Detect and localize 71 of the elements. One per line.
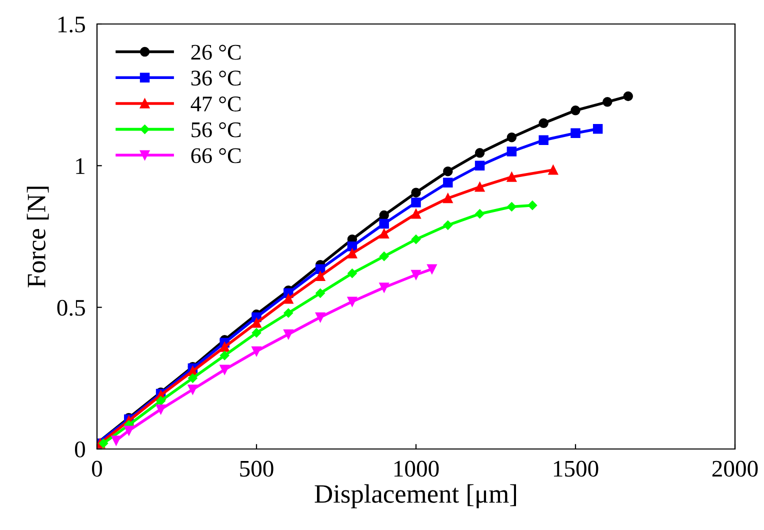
y-axis-title: Force [N] <box>26 186 49 288</box>
point <box>252 346 262 356</box>
point <box>315 271 326 282</box>
point <box>284 308 294 318</box>
y-tick-label: 0.5 <box>57 300 85 316</box>
point <box>252 328 262 338</box>
x-tick-label: 0 <box>92 460 102 477</box>
point <box>411 188 421 198</box>
point <box>538 118 548 128</box>
x-axis-title: Displacement [μm] <box>314 484 516 508</box>
point <box>220 350 230 360</box>
point <box>220 342 230 352</box>
point <box>506 146 517 156</box>
point <box>379 252 389 261</box>
legend-label: 26 °C <box>191 44 241 60</box>
y-tick-label: 1 <box>76 158 84 174</box>
point <box>411 234 421 244</box>
point <box>507 202 516 212</box>
point <box>156 404 166 414</box>
point <box>379 218 389 229</box>
point <box>379 282 389 292</box>
point <box>124 426 134 436</box>
x-tick-label: 1000 <box>394 460 439 477</box>
point <box>548 165 558 175</box>
point <box>111 436 121 446</box>
point <box>427 264 437 274</box>
point <box>474 160 485 171</box>
point <box>316 288 325 298</box>
y-tick-label: 1.5 <box>58 16 85 33</box>
point <box>528 200 538 210</box>
point <box>570 128 580 138</box>
point <box>188 384 198 394</box>
point <box>348 268 357 278</box>
point <box>252 318 262 328</box>
point <box>538 135 548 146</box>
point <box>284 329 294 340</box>
point <box>411 208 421 219</box>
point <box>506 132 517 142</box>
point <box>475 209 484 218</box>
point <box>411 198 421 208</box>
x-tick-label: 1500 <box>554 460 598 477</box>
point <box>623 91 633 102</box>
legend-label: 56 °C <box>192 122 241 138</box>
point <box>347 242 358 252</box>
point <box>474 148 485 158</box>
point <box>474 182 485 192</box>
point <box>443 193 453 204</box>
point <box>411 270 421 280</box>
point <box>379 228 389 239</box>
point <box>379 210 389 220</box>
point <box>347 248 358 258</box>
point <box>98 438 108 448</box>
point <box>506 172 517 182</box>
point <box>188 374 198 383</box>
point <box>315 312 326 322</box>
point <box>220 364 230 375</box>
point <box>443 178 453 188</box>
legend-label: 66 °C <box>191 148 241 164</box>
point <box>602 97 612 107</box>
point <box>284 294 294 304</box>
point <box>443 220 453 230</box>
x-tick-label: 500 <box>240 460 274 477</box>
point <box>347 296 358 307</box>
point <box>570 106 580 116</box>
legend-label: 36 °C <box>191 70 241 86</box>
point <box>156 396 166 406</box>
legend-label: 47 °C <box>190 96 241 112</box>
y-tick-label: 0 <box>74 441 85 458</box>
x-tick-label: 2000 <box>712 460 758 477</box>
point <box>443 166 453 176</box>
point <box>592 124 603 134</box>
